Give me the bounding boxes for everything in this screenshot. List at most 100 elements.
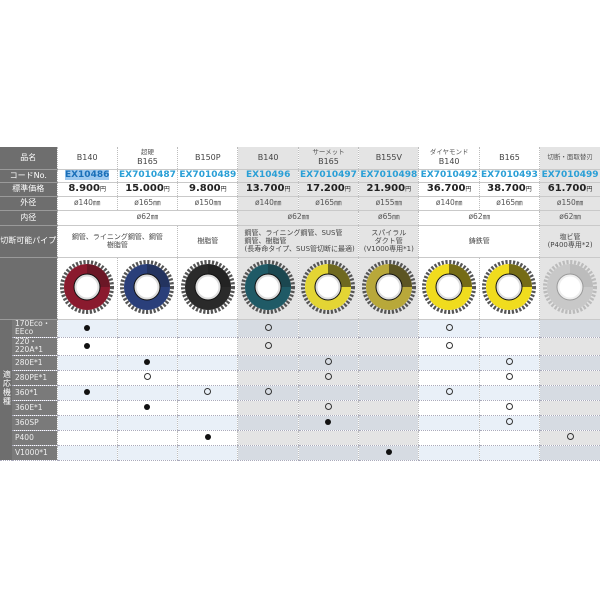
compat-mark-cell: [358, 355, 419, 371]
product-code-cell: EX7010493: [478, 169, 540, 183]
filled-circle-icon: [385, 449, 392, 456]
blade-image-cell: [116, 257, 178, 320]
group-label: 超硬: [140, 148, 154, 157]
open-circle-icon: [445, 341, 453, 349]
blade-image-cell: [539, 257, 600, 320]
model-name: B150P: [195, 153, 221, 163]
product-code[interactable]: EX7010499: [541, 170, 599, 181]
compat-mark-cell: [297, 385, 359, 401]
compat-mark-cell: [56, 400, 118, 416]
compat-mark-cell: [418, 319, 480, 338]
product-name-cell: 超硬 B165: [116, 147, 178, 170]
machine-label: V1000*1: [12, 445, 57, 461]
compat-mark-cell: [237, 445, 299, 461]
open-circle-icon: [264, 388, 272, 396]
compat-mark-cell: [237, 385, 299, 401]
product-code[interactable]: EX7010493: [480, 170, 538, 181]
machine-label: P400: [12, 430, 57, 446]
compat-mark-cell: [237, 337, 299, 357]
yen-unit: 円: [284, 186, 291, 194]
compat-mark-cell: [478, 337, 540, 357]
outer-diameter-cell: ø150㎜: [177, 196, 238, 211]
outer-diameter-cell: ø140㎜: [56, 196, 118, 211]
product-comparison-table: 品名 B140 超硬 B165 B150P B140 サーメット B165 B155V ダイヤモン…: [0, 147, 600, 461]
group-label: ダイヤモンド: [429, 148, 469, 157]
filled-circle-icon: [84, 342, 91, 349]
product-code-cell: EX7010492: [418, 169, 480, 183]
machine-label: 220・220A*1: [12, 337, 57, 357]
saw-blade-image: [543, 259, 598, 314]
product-name-cell: 切断・面取替刃: [539, 147, 600, 170]
compat-mark-cell: [418, 445, 480, 461]
product-code[interactable]: EX10496: [245, 170, 291, 181]
compat-mark-cell: [177, 385, 238, 401]
open-circle-icon: [324, 373, 332, 381]
price-value: 13.700: [245, 183, 285, 195]
row-label-inner: 内径: [0, 210, 57, 226]
compat-mark-cell: [237, 400, 299, 416]
machine-label: 280E*1: [12, 355, 57, 371]
compat-mark-cell: [539, 337, 600, 357]
pipe-text: (長寿命タイプ、SUS管切断に最適): [244, 245, 355, 254]
filled-circle-icon: [144, 359, 151, 366]
yen-unit: 円: [405, 186, 412, 194]
model-name: B165: [318, 156, 339, 166]
product-code[interactable]: EX7010492: [420, 170, 478, 181]
product-code-cell: EX7010499: [539, 169, 600, 183]
filled-circle-icon: [144, 404, 151, 411]
filled-circle-icon: [84, 324, 91, 331]
row-label-name: 品名: [0, 147, 57, 170]
open-circle-icon: [143, 373, 151, 381]
row-label-price: 標準価格: [0, 182, 57, 197]
compat-mark-cell: [358, 337, 419, 357]
open-circle-icon: [264, 341, 272, 349]
product-code[interactable]: EX7010498: [360, 170, 418, 181]
yen-unit: 円: [163, 186, 170, 194]
compat-mark-cell: [177, 415, 238, 431]
price-cell: 8.900円: [56, 182, 118, 197]
product-code-cell: EX7010497: [297, 169, 359, 183]
group-label: サーメット: [312, 148, 345, 157]
compat-mark-cell: [56, 337, 118, 357]
machine-label: 360SP: [12, 415, 57, 431]
price-value: 36.700: [426, 183, 466, 195]
compat-mark-cell: [56, 430, 118, 446]
product-code[interactable]: EX7010487: [119, 170, 176, 181]
compat-mark-cell: [478, 385, 540, 401]
compat-mark-cell: [418, 355, 480, 371]
group-label: 切断・面取替刃: [547, 153, 593, 162]
row-label-code: コードNo.: [0, 169, 57, 183]
product-code[interactable]: EX7010497: [300, 170, 357, 181]
open-circle-icon: [445, 388, 453, 396]
product-code[interactable]: EX10486: [64, 170, 110, 181]
compat-mark-cell: [358, 415, 419, 431]
product-name-cell: B140: [237, 147, 299, 170]
price-value: 15.000: [125, 183, 164, 195]
product-code-cell: EX7010498: [358, 169, 419, 183]
product-code-cell: EX10486: [56, 169, 118, 183]
compat-mark-cell: [116, 415, 178, 431]
open-circle-icon: [324, 403, 332, 411]
compat-mark-cell: [237, 370, 299, 386]
compat-mark-cell: [358, 370, 419, 386]
product-code[interactable]: EX7010489: [179, 170, 237, 181]
price-value: 61.700: [547, 183, 587, 195]
pipe-text: 樹脂管: [197, 236, 219, 245]
compat-mark-cell: [478, 430, 540, 446]
pipe-text: 塩ビ管: [559, 232, 581, 241]
compat-section-label: 適応機種: [0, 319, 12, 461]
pipe-text: 鋳鉄管: [468, 236, 490, 245]
price-cell: 61.700円: [539, 182, 600, 197]
compat-mark-cell: [478, 445, 540, 461]
blade-image-cell: [237, 257, 299, 320]
compat-mark-cell: [297, 337, 359, 357]
pipe-cell: スパイラル ダクト管 (V1000専用*1): [358, 225, 419, 258]
open-circle-icon: [505, 418, 513, 426]
inner-diameter-cell: ø62㎜: [539, 210, 600, 226]
pipe-cell: 塩ビ管 (P400専用*2): [539, 225, 600, 258]
model-name: B140: [438, 156, 460, 166]
compat-mark-cell: [177, 400, 238, 416]
compat-mark-cell: [116, 430, 178, 446]
compat-mark-cell: [478, 319, 540, 338]
compat-mark-cell: [358, 385, 419, 401]
